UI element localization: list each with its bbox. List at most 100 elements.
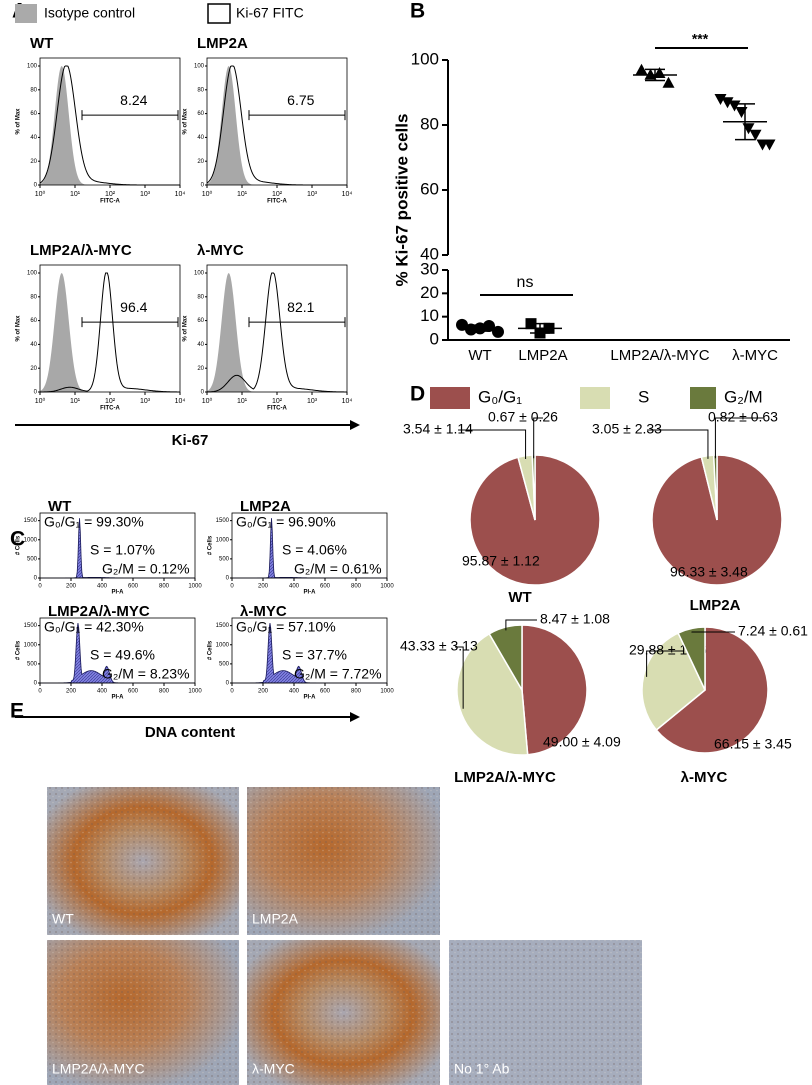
gate-value: 96.4	[120, 299, 147, 315]
x-tick-label: 600	[320, 584, 331, 590]
x-axis-label: PI-A	[112, 695, 125, 701]
x-tick-label: 10⁰	[35, 190, 46, 198]
data-point	[644, 68, 657, 80]
y-tick-label: 20	[197, 366, 204, 372]
s-fraction: S = 49.6%	[90, 647, 155, 663]
plot-frame	[39, 617, 196, 684]
x-tick-label: 10⁴	[175, 191, 186, 198]
pie-slice	[456, 632, 529, 756]
y-tick-label: 100	[27, 271, 38, 277]
data-point	[465, 323, 477, 336]
micrograph-label: LMP2A/λ-MYC	[52, 1061, 145, 1077]
slice-label: 49.00 ± 4.09	[543, 734, 621, 750]
y-tick-label: 60	[30, 111, 37, 117]
ki67-histogram	[206, 272, 348, 393]
leader-line	[505, 619, 537, 631]
plot-title: LMP2A	[240, 498, 291, 515]
g2m-fraction: G₂/M = 8.23%	[102, 666, 190, 682]
x-tick-label: 1000	[380, 689, 394, 695]
slice-label: 0.67 ± 0.26	[488, 409, 558, 425]
y-tick-label: 0	[34, 390, 38, 396]
y-tick-label: 60	[197, 318, 204, 324]
axis-title: Ki-67	[172, 432, 209, 449]
y-tick-label: 500	[27, 556, 38, 562]
x-tick-label: 10²	[272, 191, 283, 198]
x-axis-label: FITC-A	[267, 199, 287, 205]
legend-swatch	[207, 3, 231, 24]
y-axis-label: # Cells	[208, 535, 214, 555]
panel-letter: B	[410, 0, 425, 23]
pie-title: λ-MYC	[681, 769, 728, 786]
y-axis-label: % of Max	[16, 315, 22, 342]
x-axis-label: PI-A	[304, 695, 317, 701]
s-fraction: S = 1.07%	[90, 542, 155, 558]
x-tick-label: 1000	[188, 584, 202, 590]
x-tick-label: 800	[159, 584, 170, 590]
y-tick-label: 0	[430, 329, 439, 348]
micrograph-texture	[47, 787, 239, 935]
legend-swatch	[580, 387, 610, 409]
x-tick-label: 10¹	[70, 398, 81, 405]
x-tick-label: 400	[289, 689, 300, 695]
data-point	[749, 129, 762, 141]
x-tick-label: 10¹	[237, 191, 248, 198]
s-fraction: S = 4.06%	[282, 542, 347, 558]
g1-fraction: G₀/G₁ = 42.30%	[44, 619, 144, 635]
y-tick-label: 80	[420, 114, 439, 133]
x-tick-label: 800	[159, 689, 170, 695]
x-tick-label: 10³	[307, 398, 318, 405]
gate-value: 82.1	[287, 299, 314, 315]
x-tick-label: 400	[97, 689, 108, 695]
x-tick-label: 10²	[105, 191, 116, 198]
slice-label: 0.82 ± 0.63	[708, 409, 778, 425]
pie-slice	[677, 626, 706, 691]
plot-title: WT	[48, 498, 71, 515]
x-tick-label: WT	[468, 347, 491, 364]
y-axis-label: % of Max	[183, 315, 189, 342]
y-axis-label: # Cells	[208, 640, 214, 660]
error-bar	[735, 103, 755, 141]
micrograph-label: WT	[52, 911, 74, 927]
x-tick-label: 1000	[380, 584, 394, 590]
y-axis-label: % Ki-67 positive cells	[392, 114, 411, 287]
x-tick-label: 400	[289, 584, 300, 590]
error-bar	[645, 68, 665, 82]
y-tick-label: 40	[197, 135, 204, 141]
x-tick-label: 10⁴	[175, 398, 186, 405]
x-tick-label: 10¹	[237, 398, 248, 405]
g2m-fraction: G₂/M = 0.61%	[294, 561, 382, 577]
y-tick-label: 100	[194, 64, 205, 70]
plot-frame	[231, 512, 388, 579]
y-axis-label: % of Max	[183, 108, 189, 135]
x-tick-label: 200	[258, 584, 269, 590]
y-tick-label: 0	[226, 681, 230, 687]
pie-slice	[488, 624, 523, 693]
y-tick-label: 40	[30, 342, 37, 348]
legend-label: G₀/G₁	[478, 387, 522, 406]
x-tick-label: 0	[38, 584, 42, 590]
error-bar	[530, 322, 550, 334]
y-tick-label: 1000	[24, 642, 38, 648]
data-point	[763, 139, 776, 151]
y-tick-label: 1500	[216, 623, 230, 629]
x-tick-label: 200	[66, 689, 77, 695]
plot-title: λ-MYC	[197, 242, 244, 259]
leader-line	[455, 646, 464, 709]
x-tick-label: 200	[258, 689, 269, 695]
x-tick-label: 1000	[188, 689, 202, 695]
y-tick-label: 1000	[216, 537, 230, 543]
y-tick-label: 20	[197, 159, 204, 165]
slice-label: 96.33 ± 3.48	[670, 564, 748, 580]
micrograph-texture	[247, 940, 440, 1085]
x-tick-label: 0	[230, 584, 234, 590]
axis-arrowhead	[350, 712, 360, 722]
y-tick-label: 20	[420, 283, 439, 302]
s-fraction: S = 37.7%	[282, 647, 347, 663]
x-tick-label: 10⁴	[342, 398, 353, 405]
axis-arrowhead	[350, 420, 360, 430]
x-tick-label: 10⁰	[202, 190, 213, 198]
plot-title: LMP2A/λ-MYC	[48, 603, 150, 620]
y-tick-label: 20	[30, 159, 37, 165]
gate-value: 8.24	[120, 92, 147, 108]
slice-label: 43.33 ± 3.13	[400, 638, 478, 654]
